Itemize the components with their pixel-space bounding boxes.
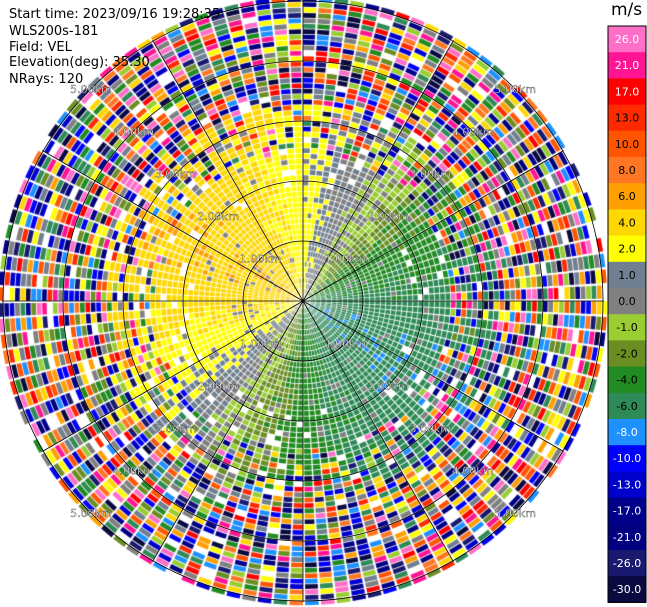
- colorbar-tick-label: 4.0: [618, 216, 636, 229]
- colorbar-tick-label: 0.0: [618, 295, 636, 308]
- range-ring-label: 5.00km: [494, 83, 536, 96]
- colorbar-tick-label: -1.0: [616, 321, 637, 334]
- colorbar-swatch: [608, 183, 646, 210]
- colorbar-swatch: [608, 78, 646, 106]
- colorbar-tick-label: -13.0: [613, 478, 641, 491]
- colorbar-swatch: [608, 497, 646, 525]
- colorbar-tick-label: -30.0: [613, 583, 641, 596]
- colorbar-tick-label: -26.0: [613, 557, 641, 570]
- colorbar-swatch: [608, 340, 646, 368]
- range-ring-label: 4.00km: [113, 125, 155, 138]
- colorbar-tick-label: 21.0: [615, 59, 640, 72]
- colorbar-swatch: [608, 314, 646, 341]
- range-ring-label: 1.00km: [240, 337, 282, 350]
- range-ring-label: 2.00km: [367, 380, 409, 393]
- colorbar-tick-label: 13.0: [615, 112, 640, 125]
- colorbar-swatch: [608, 392, 646, 420]
- colorbar-tick-label: 17.0: [615, 85, 640, 98]
- azimuth-spoke: [42, 300, 304, 452]
- colorbar-tick-label: -4.0: [616, 374, 637, 387]
- start-time-label: Start time: 2023/09/16 19:28:35: [9, 7, 221, 22]
- colorbar-tick-label: -8.0: [616, 426, 637, 439]
- azimuth-spoke: [42, 150, 304, 302]
- elevation-label: Elevation(deg): 35.30: [9, 55, 150, 70]
- azimuth-spoke: [152, 300, 304, 562]
- nrays-label: NRays: 120: [9, 72, 84, 87]
- colorbar-swatch: [608, 523, 646, 551]
- colorbar-tick-label: -17.0: [613, 505, 641, 518]
- colorbar-unit: m/s: [611, 0, 643, 20]
- azimuth-spoke: [302, 300, 564, 452]
- range-ring-label: 1.00km: [240, 253, 282, 266]
- field-label: Field: VEL: [9, 40, 72, 55]
- colorbar-swatch: [608, 157, 646, 184]
- colorbar-tick-label: -2.0: [616, 347, 637, 360]
- range-ring-label: 5.00km: [70, 507, 112, 520]
- colorbar-tick-label: 2.0: [618, 243, 636, 256]
- colorbar-swatch: [608, 550, 646, 577]
- colorbar-swatch: [608, 576, 646, 603]
- range-ring-label: 3.00km: [155, 422, 197, 435]
- range-ring-label: 2.00km: [367, 210, 409, 223]
- range-ring-label: 3.00km: [409, 422, 451, 435]
- range-ring-label: 1.00km: [325, 253, 367, 266]
- colorbar-swatch: [608, 366, 646, 394]
- azimuth-spoke: [302, 150, 564, 302]
- range-ring-label: 2.00km: [197, 210, 239, 223]
- azimuth-spoke: [302, 300, 454, 562]
- colorbar-swatch: [608, 104, 646, 132]
- colorbar-swatch: [608, 52, 646, 79]
- range-ring-label: 4.00km: [452, 465, 494, 478]
- range-ring-label: 3.00km: [409, 168, 451, 181]
- colorbar-swatch: [608, 419, 646, 446]
- colorbar-tick-label: -10.0: [613, 452, 641, 465]
- range-ring-label: 4.00km: [452, 125, 494, 138]
- instrument-label: WLS200s-181: [9, 24, 99, 39]
- colorbar-tick-label: -21.0: [613, 531, 641, 544]
- range-ring-label: 5.00km: [70, 83, 112, 96]
- range-ring-label: 2.00km: [197, 380, 239, 393]
- colorbar-frame: [607, 25, 647, 603]
- colorbar-swatch: [608, 26, 646, 53]
- azimuth-spoke: [152, 40, 304, 302]
- colorbar-swatch: [608, 288, 646, 315]
- azimuth-spoke: [302, 40, 454, 302]
- colorbar-swatch: [608, 261, 646, 289]
- range-ring-label: 3.00km: [155, 168, 197, 181]
- range-ring-label: 1.00km: [325, 337, 367, 350]
- colorbar-swatch: [608, 209, 646, 237]
- colorbar-swatch: [608, 235, 646, 263]
- colorbar-swatch: [608, 130, 646, 158]
- colorbar-tick-label: 8.0: [618, 164, 636, 177]
- range-ring-label: 5.00km: [494, 507, 536, 520]
- colorbar-tick-label: 26.0: [615, 33, 640, 46]
- colorbar-tick-label: 1.0: [618, 269, 636, 282]
- colorbar-swatch: [608, 445, 646, 472]
- range-ring-label: 4.00km: [113, 465, 155, 478]
- colorbar-tick-label: 10.0: [615, 138, 640, 151]
- colorbar-tick-label: 6.0: [618, 190, 636, 203]
- colorbar-tick-label: -6.0: [616, 400, 637, 413]
- colorbar-swatch: [608, 471, 646, 499]
